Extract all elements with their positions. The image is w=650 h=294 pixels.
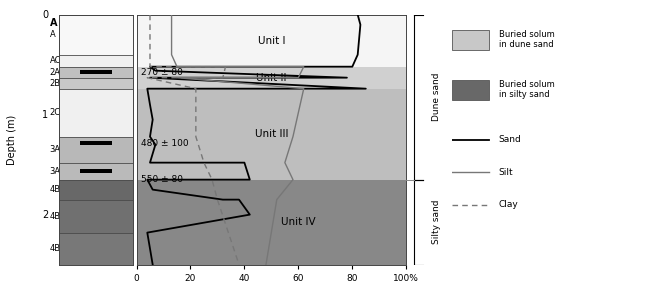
Text: 2Ab: 2Ab	[50, 68, 66, 77]
Text: 4Btb1: 4Btb1	[50, 185, 75, 194]
Bar	[58, 200, 133, 233]
Text: Silt: Silt	[499, 168, 514, 177]
Text: 0: 0	[42, 10, 49, 20]
Text: 2C: 2C	[50, 108, 61, 117]
Text: A: A	[50, 30, 55, 39]
Text: 550 ± 80: 550 ± 80	[140, 175, 183, 184]
Text: Dune sand: Dune sand	[432, 73, 441, 121]
Text: 3Ab: 3Ab	[50, 145, 66, 154]
Bar	[80, 141, 112, 145]
Text: A: A	[50, 18, 57, 28]
Text: AC: AC	[50, 56, 61, 65]
Text: Sand: Sand	[499, 135, 521, 144]
Text: Unit IV: Unit IV	[281, 217, 316, 227]
Text: 2: 2	[42, 210, 49, 220]
Bar	[58, 137, 133, 163]
Bar	[58, 15, 133, 55]
Bar	[58, 55, 133, 67]
Bar	[58, 78, 133, 89]
Text: 480 ± 100: 480 ± 100	[140, 139, 188, 148]
Bar	[452, 30, 489, 50]
Bar	[58, 67, 133, 78]
Text: Unit III: Unit III	[255, 129, 288, 139]
Bar	[58, 180, 133, 200]
Bar	[136, 15, 406, 67]
Bar	[58, 233, 133, 265]
Text: 1: 1	[42, 110, 49, 120]
Text: 3ABb: 3ABb	[50, 167, 72, 176]
Text: Buried solum
in silty sand: Buried solum in silty sand	[499, 80, 554, 99]
Text: 2Bw: 2Bw	[50, 79, 68, 88]
Text: Unit I: Unit I	[257, 36, 285, 46]
Bar	[136, 67, 406, 89]
Text: Buried solum
in dune sand: Buried solum in dune sand	[499, 30, 554, 49]
Bar	[136, 89, 406, 180]
Bar	[136, 180, 406, 265]
Bar	[58, 89, 133, 137]
Bar	[58, 163, 133, 180]
Text: Clay: Clay	[499, 200, 519, 209]
Bar	[80, 169, 112, 173]
Text: Depth (m): Depth (m)	[7, 115, 17, 165]
Text: Unit II: Unit II	[256, 73, 287, 83]
Text: 4Btb3: 4Btb3	[50, 244, 75, 253]
Text: 4Btb2: 4Btb2	[50, 212, 75, 220]
Text: Silty sand: Silty sand	[432, 200, 441, 244]
Text: 270 ± 80: 270 ± 80	[140, 68, 183, 77]
Bar	[80, 70, 112, 74]
Bar	[452, 80, 489, 100]
